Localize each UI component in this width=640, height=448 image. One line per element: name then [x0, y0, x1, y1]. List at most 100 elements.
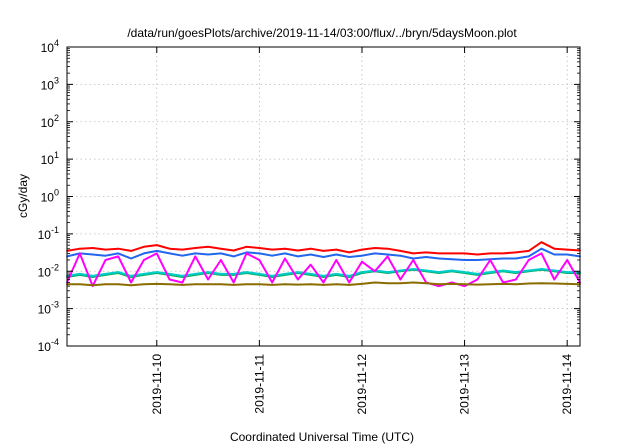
data-point [476, 253, 479, 256]
y-tick-exponent: 4 [54, 38, 59, 48]
data-point [258, 273, 261, 275]
data-point [335, 283, 338, 286]
grid-lines [67, 47, 580, 346]
y-tick-label: 101 [41, 150, 59, 167]
y-tick-label: 10-3 [38, 300, 59, 317]
data-point [412, 268, 415, 270]
y-tick-label: 103 [41, 75, 59, 92]
y-tick-base: 10 [41, 191, 55, 205]
data-point [450, 269, 453, 272]
data-point [117, 255, 120, 258]
y-tick-label: 104 [41, 38, 59, 55]
data-point [232, 249, 235, 252]
x-tick-label: 2019-11-12 [355, 354, 369, 415]
data-point [78, 252, 81, 255]
data-point [155, 252, 158, 255]
data-point [91, 284, 94, 287]
data-point [143, 283, 145, 286]
y-tick-exponent: 1 [54, 150, 59, 160]
data-point [412, 257, 415, 260]
data-point [168, 278, 171, 281]
data-point [117, 252, 120, 255]
data-point [463, 271, 466, 273]
data-point [207, 278, 210, 281]
data-point [386, 253, 389, 256]
y-tick-exponent: 2 [54, 113, 59, 123]
data-point [309, 273, 312, 275]
data-point [463, 283, 466, 286]
data-point [143, 245, 145, 248]
data-point [335, 248, 338, 251]
data-point [450, 258, 453, 261]
x-tick-label: 2019-11-14 [560, 354, 574, 415]
data-point [232, 281, 235, 284]
data-point [220, 252, 222, 255]
data-point [143, 252, 145, 255]
data-point [361, 271, 363, 273]
data-point [91, 275, 94, 277]
data-point [258, 259, 261, 261]
data-point [91, 247, 94, 249]
data-point [489, 283, 492, 286]
data-point [168, 247, 171, 250]
data-point [207, 283, 210, 286]
y-tick-exponent: 3 [54, 75, 59, 85]
data-point [309, 247, 312, 250]
data-point [438, 257, 440, 260]
data-point [309, 283, 312, 286]
data-point [476, 283, 479, 286]
y-tick-label: 10-1 [38, 225, 59, 242]
data-point [412, 281, 415, 284]
x-tick-label: 2019-11-10 [150, 354, 164, 415]
data-point [361, 254, 363, 257]
data-point [284, 273, 286, 275]
y-tick-base: 10 [38, 303, 52, 317]
data-point [245, 283, 248, 286]
data-point [386, 282, 389, 285]
data-point [232, 284, 235, 286]
y-tick-base: 10 [41, 116, 55, 130]
data-point [220, 283, 222, 286]
data-point [207, 245, 210, 248]
x-axis: 2019-11-10 2019-11-11 2019-11-12 2019-11-13… [150, 47, 574, 415]
data-point [322, 284, 325, 286]
data-point [335, 259, 338, 261]
data-point [566, 248, 569, 251]
x-tick-label: 2019-11-11 [252, 354, 266, 414]
data-point [386, 255, 389, 258]
data-point [348, 251, 351, 254]
data-point [335, 273, 338, 275]
data-point [104, 248, 107, 251]
data-point [527, 259, 530, 261]
data-point [515, 271, 517, 273]
y-axis-label: cGy/day [16, 174, 30, 218]
data-point [130, 284, 133, 287]
data-point [258, 247, 261, 249]
data-point [438, 252, 440, 255]
data-point [284, 283, 286, 286]
data-point [181, 275, 184, 277]
data-point [399, 278, 402, 281]
data-point [309, 263, 312, 266]
data-point [540, 247, 543, 250]
data-point [117, 283, 120, 286]
data-point [258, 283, 261, 286]
data-point [348, 256, 351, 258]
data-point [425, 282, 427, 285]
data-point [181, 284, 184, 286]
data-point [361, 248, 363, 251]
y-tick-label: 102 [41, 113, 59, 130]
data-point [130, 257, 133, 260]
data-point [297, 278, 299, 281]
data-point [322, 281, 325, 284]
data-point [168, 273, 171, 275]
data-point [566, 259, 569, 261]
data-point [207, 271, 210, 273]
data-point [540, 268, 543, 270]
data-point [271, 254, 274, 257]
data-point [117, 271, 120, 273]
data-point [515, 283, 517, 286]
data-point [232, 273, 235, 275]
